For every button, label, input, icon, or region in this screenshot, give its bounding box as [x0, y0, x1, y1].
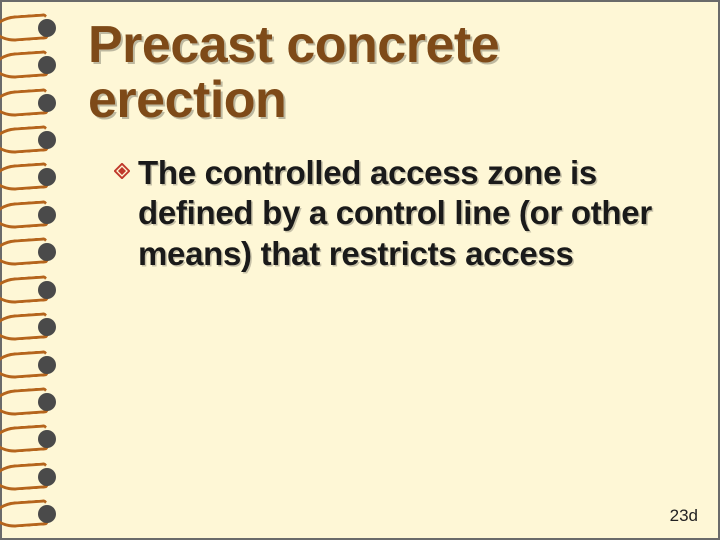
slide: Precast concrete erection The controlled… [0, 0, 720, 540]
spiral-ring [0, 274, 64, 304]
content-area: Precast concrete erection The controlled… [74, 0, 720, 540]
spiral-ring [0, 311, 64, 341]
spiral-ring [0, 87, 64, 117]
slide-number: 23d [670, 506, 698, 526]
spiral-ring [0, 12, 64, 42]
spiral-ring [0, 199, 64, 229]
spiral-ring [0, 161, 64, 191]
spiral-binding [0, 0, 64, 540]
spiral-ring [0, 461, 64, 491]
slide-title: Precast concrete erection [88, 18, 694, 127]
spiral-ring [0, 349, 64, 379]
spiral-ring [0, 236, 64, 266]
spiral-ring [0, 124, 64, 154]
diamond-bullet-icon [114, 163, 130, 179]
spiral-ring [0, 49, 64, 79]
spiral-ring [0, 386, 64, 416]
bullet-list: The controlled access zone is defined by… [88, 153, 694, 274]
spiral-ring [0, 498, 64, 528]
bullet-item: The controlled access zone is defined by… [114, 153, 694, 274]
spiral-ring [0, 423, 64, 453]
bullet-text: The controlled access zone is defined by… [138, 153, 694, 274]
